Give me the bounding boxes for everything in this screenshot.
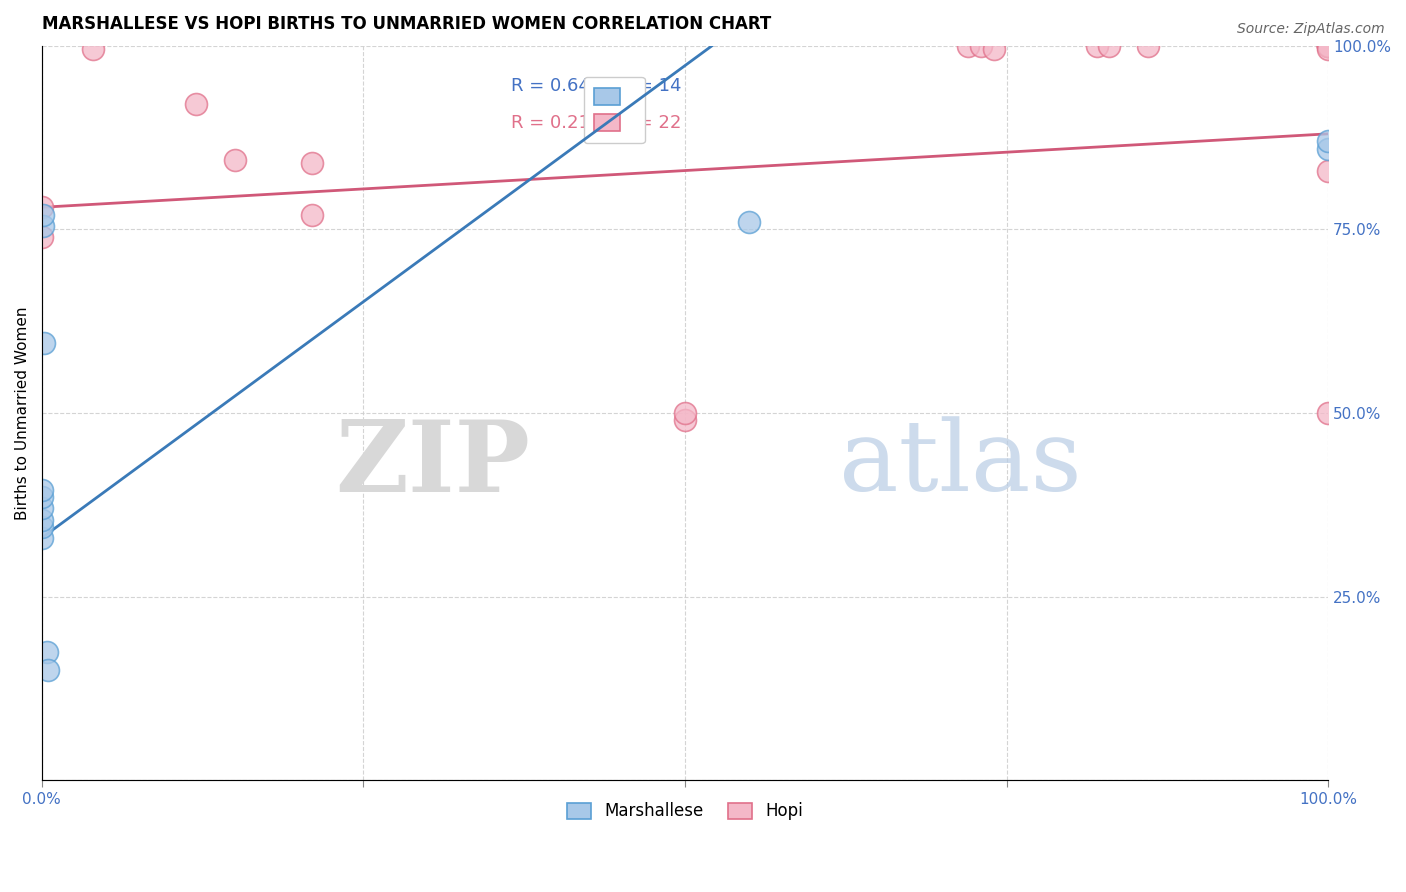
Point xyxy=(32,219,55,233)
Point xyxy=(31,483,53,497)
Point xyxy=(970,38,993,53)
Point xyxy=(1317,163,1340,178)
Point xyxy=(673,406,696,420)
Y-axis label: Births to Unmarried Women: Births to Unmarried Women xyxy=(15,306,30,520)
Point xyxy=(31,200,53,214)
Text: MARSHALLESE VS HOPI BIRTHS TO UNMARRIED WOMEN CORRELATION CHART: MARSHALLESE VS HOPI BIRTHS TO UNMARRIED … xyxy=(42,15,770,33)
Point xyxy=(31,520,53,534)
Point xyxy=(82,42,104,56)
Point xyxy=(673,413,696,427)
Point xyxy=(301,156,323,170)
Point xyxy=(34,336,56,351)
Text: R = 0.210   N = 22: R = 0.210 N = 22 xyxy=(512,114,682,132)
Point xyxy=(32,208,55,222)
Legend: Marshallese, Hopi: Marshallese, Hopi xyxy=(561,796,810,827)
Point xyxy=(1317,38,1340,53)
Point xyxy=(983,42,1005,56)
Point xyxy=(31,512,53,526)
Point xyxy=(1098,38,1121,53)
Point xyxy=(1317,38,1340,53)
Point xyxy=(1317,38,1340,53)
Text: ZIP: ZIP xyxy=(336,416,530,513)
Text: R = 0.649   N = 14: R = 0.649 N = 14 xyxy=(512,77,682,95)
Point xyxy=(31,531,53,545)
Point xyxy=(1085,38,1108,53)
Point xyxy=(37,663,59,677)
Point xyxy=(956,38,979,53)
Point xyxy=(1317,406,1340,420)
Point xyxy=(31,491,53,505)
Point xyxy=(186,97,208,112)
Point xyxy=(1317,42,1340,56)
Point xyxy=(31,229,53,244)
Point xyxy=(31,501,53,516)
Point xyxy=(35,645,58,659)
Point xyxy=(1317,134,1340,148)
Point xyxy=(224,153,246,167)
Point xyxy=(1317,141,1340,155)
Point xyxy=(1317,38,1340,53)
Point xyxy=(1137,38,1160,53)
Point xyxy=(738,215,761,229)
Point xyxy=(301,208,323,222)
Text: Source: ZipAtlas.com: Source: ZipAtlas.com xyxy=(1237,22,1385,37)
Text: atlas: atlas xyxy=(839,417,1083,512)
